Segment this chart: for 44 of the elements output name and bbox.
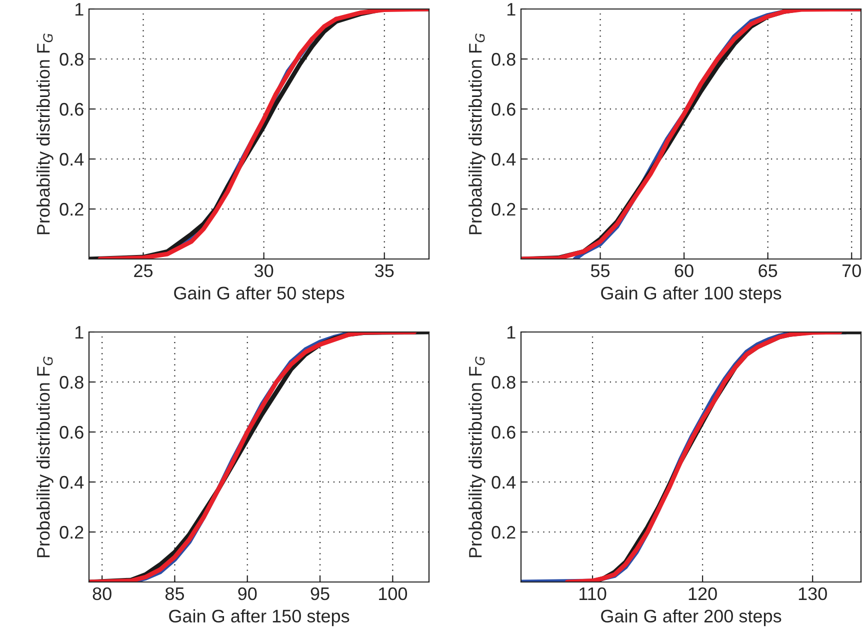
x-tick-label: 95 xyxy=(310,587,330,600)
x-tick-label: 30 xyxy=(254,264,274,278)
y-axis-title: Probability distribution F$_{G}$ xyxy=(468,34,486,234)
y-tick-label: 0.4 xyxy=(492,152,516,166)
x-tick-label: 80 xyxy=(92,587,112,600)
x-axis-title: Gain G after 50 steps xyxy=(174,286,344,304)
y-tick-label: 0.2 xyxy=(60,202,84,216)
y-tick-label: 0.4 xyxy=(60,152,84,166)
line-series xyxy=(521,9,861,259)
y-tick-label: 0.2 xyxy=(492,202,516,216)
x-tick-label: 85 xyxy=(165,587,184,600)
y-tick-label: 0.6 xyxy=(492,426,516,439)
y-tick-label: 0.6 xyxy=(492,102,516,116)
x-tick-label: 110 xyxy=(580,587,606,600)
y-tick-label: 1 xyxy=(75,3,84,16)
y-tick-label: 0.4 xyxy=(60,476,84,489)
y-tick-label: 0.8 xyxy=(60,376,84,389)
y-tick-label: 1 xyxy=(507,3,516,16)
y-tick-label: 0.2 xyxy=(60,526,84,539)
x-tick-label: 65 xyxy=(758,264,778,278)
y-tick-label: 1 xyxy=(507,326,516,339)
x-tick-label: 55 xyxy=(590,264,610,278)
x-axis-title: Gain G after 100 steps xyxy=(601,286,782,304)
x-tick-label: 120 xyxy=(688,587,717,600)
x-tick-label: 60 xyxy=(674,264,694,278)
y-axis-title: Probability distribution F$_{G}$ xyxy=(36,34,54,234)
x-tick-label: 35 xyxy=(375,264,394,278)
x-axis-title: Gain G after 200 steps xyxy=(601,609,782,626)
y-tick-label: 0.8 xyxy=(492,52,516,66)
x-tick-label: 100 xyxy=(378,587,408,600)
y-tick-label: 0.6 xyxy=(60,102,84,116)
y-tick-label: 0.8 xyxy=(492,376,516,389)
y-axis-title: Probability distribution F$_{G}$ xyxy=(468,356,486,558)
x-tick-label: 70 xyxy=(842,264,861,278)
y-tick-label: 0.2 xyxy=(492,526,516,539)
x-tick-label: 90 xyxy=(238,587,257,600)
x-tick-label: 130 xyxy=(798,587,827,600)
y-axis-title: Probability distribution F$_{G}$ xyxy=(36,356,54,558)
y-tick-label: 0.4 xyxy=(492,476,516,489)
y-tick-label: 0.6 xyxy=(60,426,84,439)
y-tick-label: 0.8 xyxy=(60,52,84,66)
x-tick-label: 25 xyxy=(134,264,153,278)
x-axis-title: Gain G after 150 steps xyxy=(169,609,350,626)
y-tick-label: 1 xyxy=(75,326,84,339)
